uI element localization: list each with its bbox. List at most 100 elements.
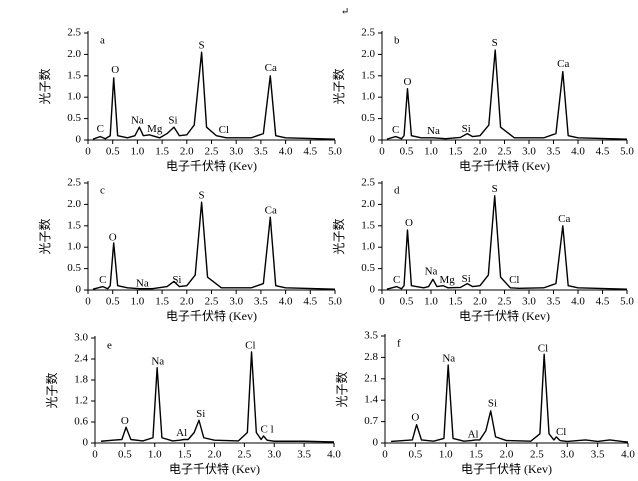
x-tick-label: 2.0 bbox=[473, 296, 487, 308]
peak-label: Na bbox=[425, 266, 438, 278]
x-tick-label: 2.5 bbox=[205, 146, 219, 158]
peak-label: Na bbox=[427, 125, 440, 137]
y-tick-label: 0 bbox=[370, 284, 376, 296]
y-tick-label: 0 bbox=[83, 437, 89, 449]
y-tick-label: 2.4 bbox=[74, 353, 88, 365]
x-tick-label: 1.0 bbox=[148, 449, 162, 461]
peak-label: Al bbox=[176, 427, 187, 439]
peak-label: S bbox=[492, 37, 498, 49]
x-tick-label: 2.5 bbox=[498, 296, 512, 308]
x-tick-label: 0 bbox=[379, 296, 385, 308]
peak-label: Si bbox=[168, 114, 177, 126]
peak-label: O bbox=[109, 231, 117, 243]
x-tick-label: 1.5 bbox=[469, 449, 483, 461]
panel-label: a bbox=[100, 35, 105, 47]
x-tick-label: 1.0 bbox=[424, 296, 438, 308]
x-tick-label: 3.0 bbox=[560, 449, 574, 461]
x-tick-label: 4.5 bbox=[303, 146, 317, 158]
x-tick-label: 4.5 bbox=[596, 146, 610, 158]
page-mark: ↵ bbox=[341, 6, 349, 17]
x-axis-label: 电子千伏特 (Kev) bbox=[166, 308, 257, 323]
y-tick-label: 2.0 bbox=[361, 198, 375, 210]
peak-label: Na bbox=[151, 355, 164, 367]
x-tick-label: 3.0 bbox=[522, 146, 536, 158]
spectrum-line bbox=[391, 353, 629, 443]
x-tick-label: 0.5 bbox=[118, 449, 132, 461]
peak-label: Na bbox=[442, 352, 455, 364]
x-tick-label: 2.5 bbox=[205, 296, 219, 308]
x-tick-label: 0 bbox=[379, 146, 385, 158]
peak-label: C l bbox=[261, 424, 274, 436]
peak-label: Si bbox=[462, 273, 471, 285]
x-tick-label: 1.5 bbox=[155, 296, 169, 308]
x-tick-label: 2.0 bbox=[180, 146, 194, 158]
y-tick-label: 0 bbox=[370, 134, 376, 146]
y-tick-label: 0.5 bbox=[361, 112, 375, 124]
x-tick-label: 0.5 bbox=[400, 146, 414, 158]
y-tick-label: 0.7 bbox=[364, 415, 378, 427]
x-tick-label: 4.0 bbox=[621, 449, 635, 461]
panel-label: e bbox=[107, 340, 112, 352]
y-tick-label: 0.5 bbox=[67, 112, 81, 124]
x-tick-label: 2.5 bbox=[238, 449, 252, 461]
y-tick-label: 1.4 bbox=[364, 394, 378, 406]
peak-label: C bbox=[393, 274, 400, 286]
x-tick-label: 4.0 bbox=[571, 296, 585, 308]
x-tick-label: 0 bbox=[92, 449, 98, 461]
y-axis-label: 光子数 bbox=[44, 372, 59, 408]
x-tick-label: 0 bbox=[382, 449, 388, 461]
peak-label: C bbox=[97, 123, 104, 135]
x-tick-label: 1.5 bbox=[178, 449, 192, 461]
x-axis-label: 电子千伏特 (Kev) bbox=[459, 308, 550, 323]
x-tick-label: 1.0 bbox=[424, 146, 438, 158]
x-axis-label: 电子千伏特 (Kev) bbox=[169, 461, 260, 476]
x-tick-label: 3.5 bbox=[297, 449, 311, 461]
x-tick-label: 1.0 bbox=[131, 296, 145, 308]
y-axis-label: 光子数 bbox=[331, 68, 346, 104]
x-tick-label: 5.0 bbox=[328, 146, 342, 158]
peak-label: O bbox=[411, 411, 419, 423]
x-tick-label: 4.0 bbox=[327, 449, 341, 461]
spectrum-line bbox=[386, 195, 628, 290]
x-tick-label: 3.5 bbox=[254, 146, 268, 158]
y-tick-label: 2.0 bbox=[67, 198, 81, 210]
x-tick-label: 4.5 bbox=[303, 296, 317, 308]
y-axis-label: 光子数 bbox=[37, 218, 52, 254]
y-tick-label: 1.0 bbox=[67, 91, 81, 103]
x-tick-label: 2.5 bbox=[498, 146, 512, 158]
y-tick-label: 1.2 bbox=[74, 395, 88, 407]
y-tick-label: 0 bbox=[76, 284, 82, 296]
peak-label: Ca bbox=[558, 213, 570, 225]
x-tick-label: 3.5 bbox=[254, 296, 268, 308]
y-tick-label: 1.0 bbox=[361, 91, 375, 103]
peak-label: Mg bbox=[440, 274, 456, 286]
spectrum-line bbox=[386, 49, 628, 140]
peak-label: Ca bbox=[265, 204, 277, 216]
peak-label: C bbox=[392, 124, 399, 136]
x-tick-label: 3.5 bbox=[591, 449, 605, 461]
peak-label: Na bbox=[136, 278, 149, 290]
x-tick-label: 4.0 bbox=[279, 296, 293, 308]
y-tick-label: 1.8 bbox=[74, 374, 88, 386]
peak-label: Cl bbox=[556, 426, 566, 438]
x-tick-label: 5.0 bbox=[620, 146, 634, 158]
x-tick-label: 2.0 bbox=[500, 449, 514, 461]
y-axis-label: 光子数 bbox=[331, 218, 346, 254]
y-tick-label: 1.0 bbox=[361, 241, 375, 253]
peak-label: Ca bbox=[557, 58, 569, 70]
y-tick-label: 0.6 bbox=[74, 416, 88, 428]
peak-label: Na bbox=[131, 114, 144, 126]
y-tick-label: 2.1 bbox=[364, 372, 378, 384]
y-tick-label: 1.5 bbox=[361, 219, 375, 231]
x-tick-label: 2.0 bbox=[208, 449, 222, 461]
y-tick-label: 0 bbox=[76, 134, 82, 146]
spectrum-line bbox=[92, 201, 336, 290]
y-tick-label: 2.8 bbox=[364, 351, 378, 363]
x-tick-label: 4.0 bbox=[571, 146, 585, 158]
x-tick-label: 3.5 bbox=[547, 146, 561, 158]
x-tick-label: 0.5 bbox=[409, 449, 423, 461]
y-tick-label: 3.0 bbox=[74, 332, 88, 344]
peak-label: Mg bbox=[147, 123, 163, 135]
x-axis-label: 电子千伏特 (Kev) bbox=[166, 158, 257, 173]
